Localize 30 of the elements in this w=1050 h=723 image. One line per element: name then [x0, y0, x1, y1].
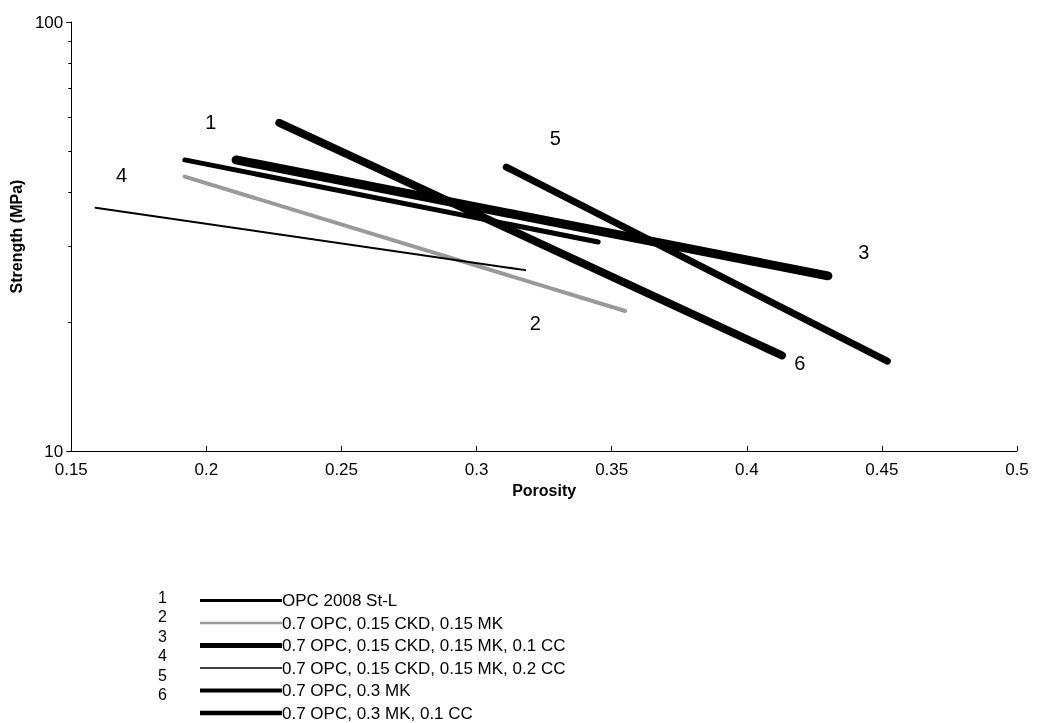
legend-label: 0.7 OPC, 0.15 CKD, 0.15 MK — [282, 613, 504, 633]
annotation: 6 — [794, 352, 806, 375]
annotation: 2 — [529, 312, 541, 334]
legend-label: OPC 2008 St-L — [282, 591, 398, 610]
x-tick-label: 0.15 — [54, 460, 88, 479]
x-tick-label: 0.25 — [324, 460, 359, 479]
annotation: 1 — [205, 110, 217, 133]
annotation: 4 — [116, 163, 128, 186]
y-tick-label: 100 — [34, 12, 64, 32]
legend-label: 0.7 OPC, 0.15 CKD, 0.15 MK, 0.2 CC — [282, 658, 566, 678]
x-axis-title: Porosity — [512, 482, 577, 500]
legend-label: 0.7 OPC, 0.3 MK — [282, 681, 412, 700]
legend-label: 0.7 OPC, 0.15 CKD, 0.15 MK, 0.1 CC — [282, 636, 566, 655]
x-tick-label: 0.5 — [1005, 460, 1029, 479]
legend-label: 0.7 OPC, 0.3 MK, 0.1 CC — [282, 703, 473, 723]
text: 2 — [158, 608, 167, 625]
x-tick-label: 0.3 — [464, 460, 489, 479]
y-axis-title: Strength (MPa) — [7, 179, 25, 294]
text: 1 — [158, 588, 167, 606]
y-tick-label: 10 — [44, 441, 64, 461]
x-tick-label: 0.45 — [865, 460, 899, 479]
x-tick-label: 0.35 — [595, 460, 629, 479]
text: 6 — [158, 686, 167, 703]
x-tick-label: 0.2 — [194, 460, 219, 479]
x-tick-label: 0.4 — [734, 460, 759, 479]
annotation: 3 — [858, 240, 870, 263]
text: 4 — [158, 647, 167, 664]
text: 3 — [158, 627, 167, 645]
text: 5 — [158, 666, 167, 684]
annotation: 5 — [549, 127, 561, 150]
